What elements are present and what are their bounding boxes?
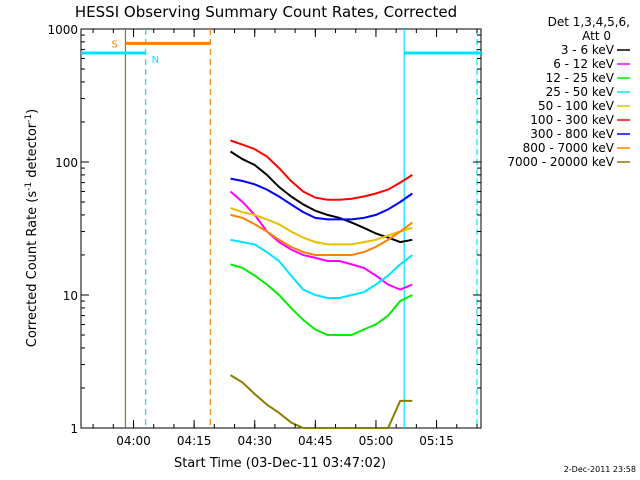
- y-tick-label: 1: [70, 422, 78, 436]
- series-line: [229, 374, 413, 429]
- y-axis-label-main: Corrected Count Rate (s: [25, 191, 40, 348]
- legend-label: 6 - 12 keV: [553, 57, 615, 71]
- plot-frame: [80, 28, 482, 429]
- legend-label: 800 - 7000 keV: [523, 141, 615, 155]
- series-line: [230, 238, 413, 299]
- y-tick-label: 100: [55, 156, 78, 170]
- series-line: [229, 150, 413, 244]
- legend-label: 12 - 25 keV: [546, 71, 615, 85]
- legend-label: 3 - 6 keV: [561, 43, 615, 57]
- x-tick-label: 04:30: [237, 434, 272, 448]
- flag-label: N: [152, 55, 159, 66]
- series-line: [230, 207, 413, 246]
- axes: 1 10 100 1000 04:00 04:15 04:30 04:45 05:00 05:15: [47, 23, 481, 448]
- series-line: [230, 263, 413, 336]
- x-tick-label: 05:15: [419, 434, 454, 448]
- legend-header-line-2: Att 0: [582, 29, 611, 43]
- legend-label: 300 - 800 keV: [530, 127, 614, 141]
- legend-label: 25 - 50 keV: [546, 85, 615, 99]
- y-axis-label-sup1: -1: [24, 182, 34, 191]
- y-tick-label: 1000: [47, 23, 78, 37]
- flag-bars: SN: [81, 39, 481, 66]
- y-tick-label: 10: [63, 289, 78, 303]
- series-line: [230, 139, 413, 201]
- series-group: [229, 139, 413, 429]
- flag-label: S: [111, 39, 117, 50]
- y-axis-label: Corrected Count Rate (s-1 detector-1): [24, 109, 40, 347]
- legend-label: 7000 - 20000 keV: [507, 155, 614, 169]
- timestamp: 2-Dec-2011 23:58: [564, 465, 636, 474]
- y-axis-label-end: ): [25, 109, 40, 114]
- y-axis-label-sup2: -1: [24, 114, 34, 123]
- x-tick-label: 04:00: [116, 434, 151, 448]
- x-tick-label: 04:15: [177, 434, 212, 448]
- legend-label: 50 - 100 keV: [538, 99, 615, 113]
- plot-area: [80, 28, 482, 429]
- chart-title: HESSI Observing Summary Count Rates, Cor…: [75, 3, 457, 21]
- series-line: [230, 213, 413, 256]
- y-axis-label-mid: detector: [25, 122, 40, 182]
- legend-label: 100 - 300 keV: [530, 113, 614, 127]
- series-line: [230, 177, 413, 221]
- x-tick-label: 05:00: [359, 434, 394, 448]
- vertical-markers: [124, 29, 478, 428]
- x-tick-label: 04:45: [298, 434, 333, 448]
- legend-header-line-1: Det 1,3,4,5,6,: [548, 15, 630, 29]
- x-axis-label: Start Time (03-Dec-11 03:47:02): [174, 456, 386, 471]
